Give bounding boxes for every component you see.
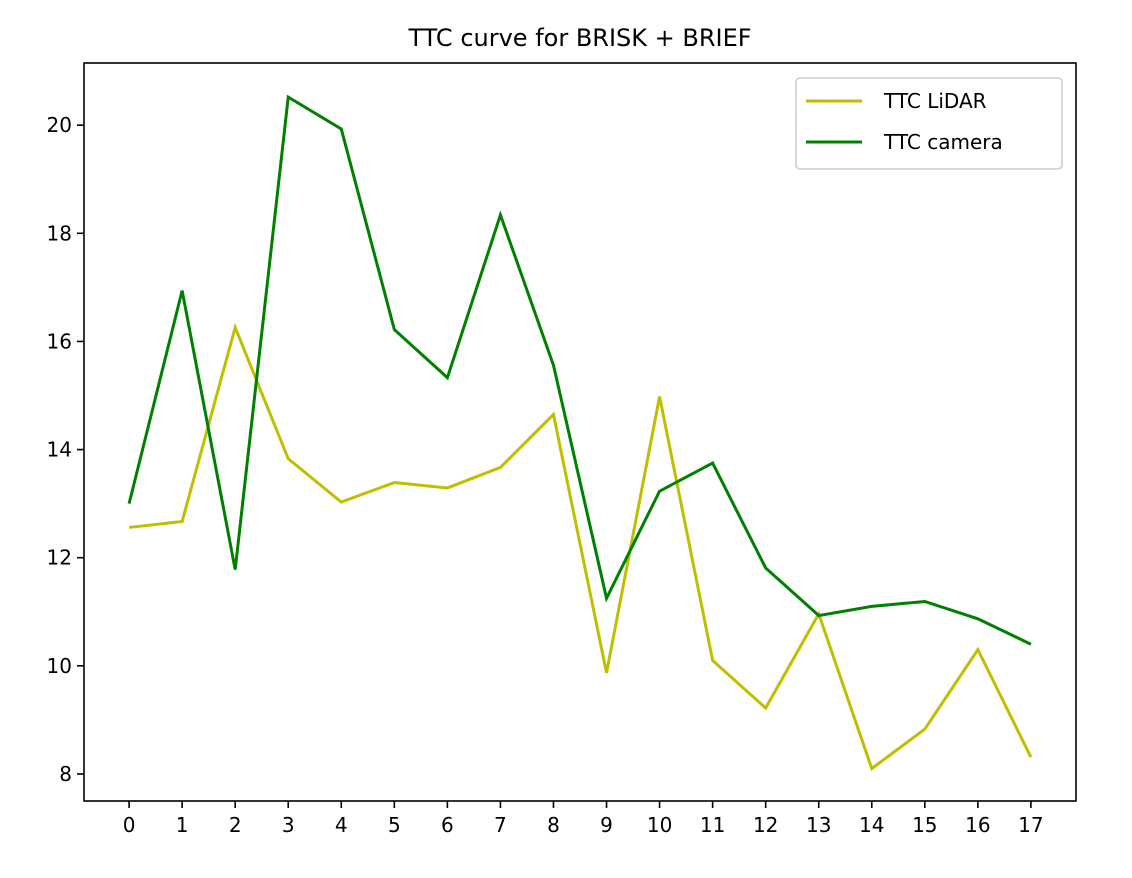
x-tick-label: 3 xyxy=(282,813,295,837)
legend: TTC LiDAR TTC camera xyxy=(795,77,1063,170)
x-tick-label: 15 xyxy=(912,813,937,837)
x-tick-label: 7 xyxy=(494,813,507,837)
y-tick-label: 8 xyxy=(59,762,72,786)
legend-label-ttc-lidar: TTC LiDAR xyxy=(883,89,987,113)
y-tick-label: 18 xyxy=(47,221,72,245)
plot-area xyxy=(83,62,1077,802)
y-tick-label: 10 xyxy=(47,654,72,678)
x-tick-label: 1 xyxy=(176,813,189,837)
y-tick-label: 12 xyxy=(47,546,72,570)
x-tick-label: 10 xyxy=(647,813,672,837)
y-tick-label: 14 xyxy=(47,438,72,462)
x-tick-label: 6 xyxy=(441,813,454,837)
x-tick-label: 5 xyxy=(388,813,401,837)
y-tick-label: 16 xyxy=(47,329,72,353)
x-tick-label: 9 xyxy=(600,813,613,837)
series-line-ttc-camera xyxy=(127,94,1032,646)
x-tick-label: 0 xyxy=(123,813,136,837)
chart-title: TTC curve for BRISK + BRIEF xyxy=(407,24,751,52)
x-axis: 0 1 2 3 4 5 6 7 8 9 10 11 12 13 14 15 16 17 xyxy=(123,801,1044,837)
series-line-ttc-lidar xyxy=(128,322,1033,771)
y-axis: 8 10 12 14 16 18 20 xyxy=(47,113,84,786)
x-tick-label: 2 xyxy=(229,813,242,837)
y-tick-label: 20 xyxy=(47,113,72,137)
x-tick-label: 8 xyxy=(547,813,560,837)
legend-label-ttc-camera: TTC camera xyxy=(883,130,1003,154)
x-tick-label: 4 xyxy=(335,813,348,837)
x-tick-label: 13 xyxy=(806,813,831,837)
x-tick-label: 16 xyxy=(965,813,990,837)
legend-box xyxy=(795,77,1063,170)
x-tick-label: 11 xyxy=(700,813,725,837)
x-tick-label: 12 xyxy=(753,813,778,837)
x-tick-label: 14 xyxy=(859,813,884,837)
series-layer xyxy=(127,94,1033,771)
x-tick-label: 17 xyxy=(1018,813,1043,837)
